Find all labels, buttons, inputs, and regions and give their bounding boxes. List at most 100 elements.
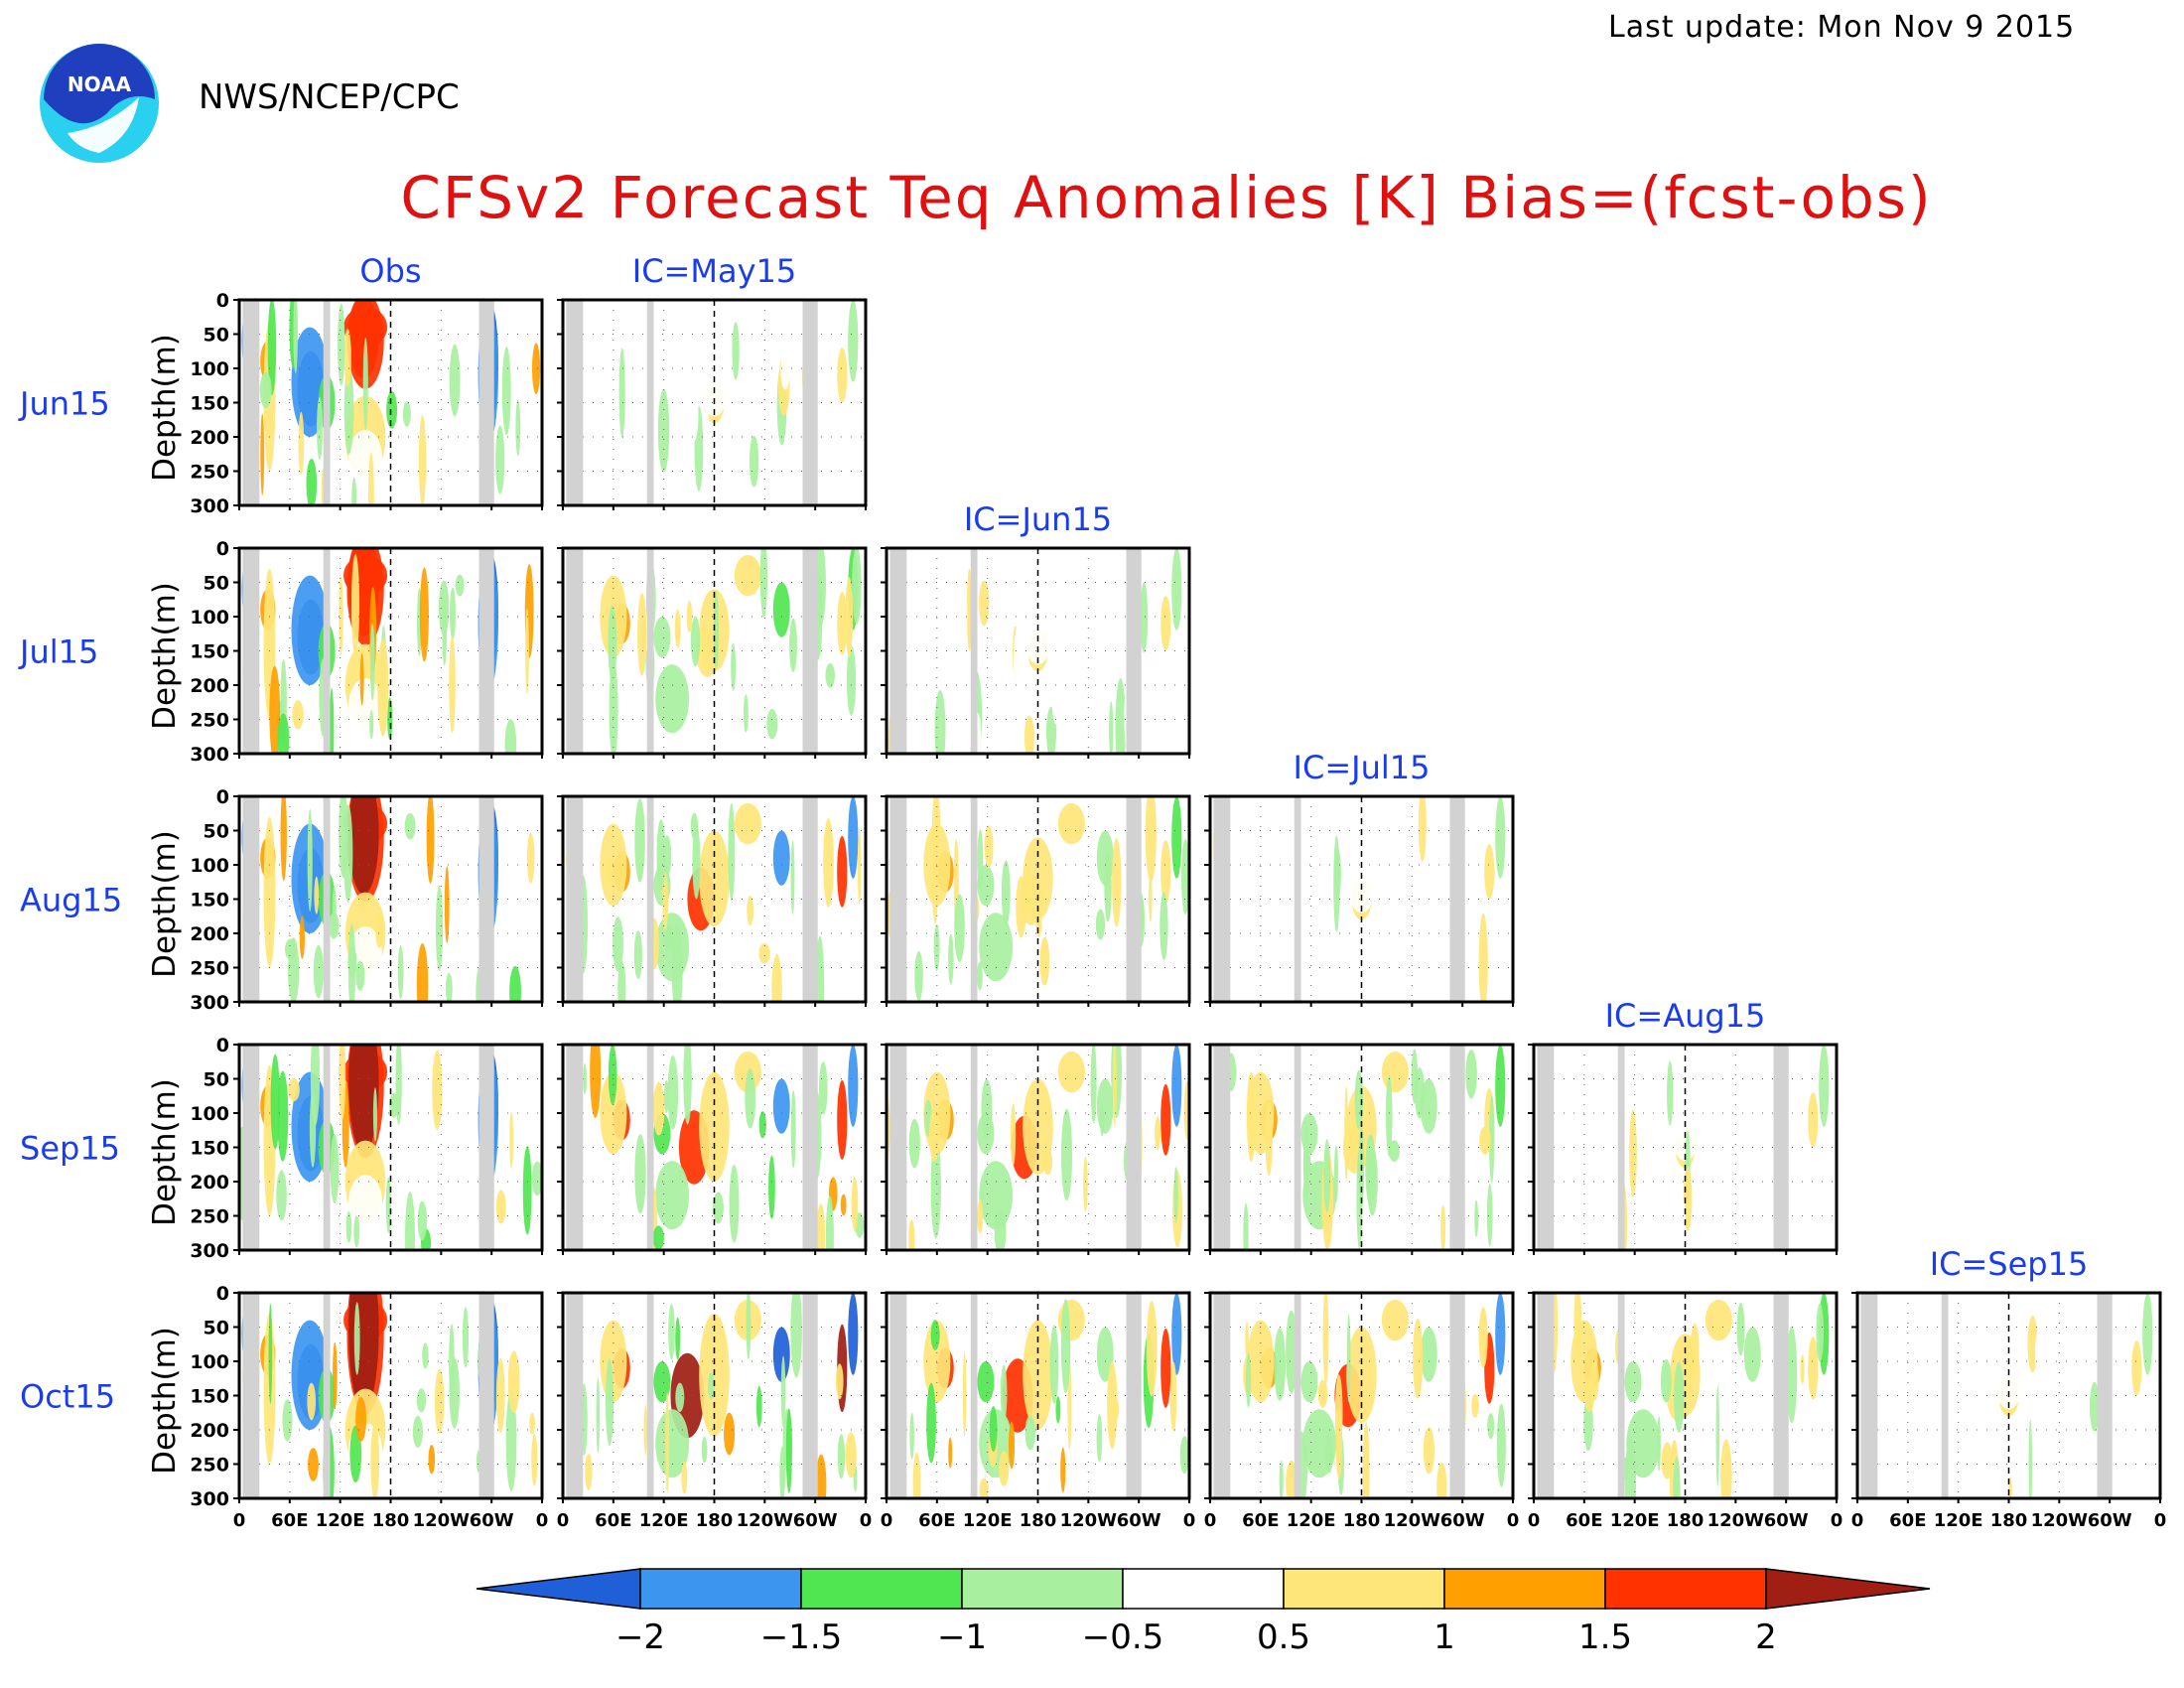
x-tick-label: 60E bbox=[1889, 1510, 1926, 1531]
y-tick-label: 250 bbox=[190, 710, 229, 732]
svg-text:NOAA: NOAA bbox=[68, 72, 132, 96]
colorbar-tick-label: 1.5 bbox=[1578, 1618, 1632, 1657]
agency-label: NWS/NCEP/CPC bbox=[199, 77, 460, 117]
y-tick-label: 200 bbox=[190, 675, 229, 697]
y-tick-label: 50 bbox=[204, 821, 229, 843]
x-tick-label: 0 bbox=[881, 1510, 893, 1531]
column-label: IC=Sep15 bbox=[1930, 1245, 2089, 1283]
colorbar-swatch bbox=[1443, 1568, 1606, 1610]
panel-r3-c0 bbox=[233, 1043, 544, 1255]
x-tick-label: 0 bbox=[860, 1510, 873, 1531]
y-tick-label: 250 bbox=[190, 958, 229, 980]
colorbar-tick-label: 1 bbox=[1433, 1618, 1455, 1657]
y-axis-label: Depth(m) bbox=[147, 582, 183, 730]
x-tick-label: 180 bbox=[696, 1510, 734, 1531]
x-tick-label: 120W bbox=[737, 1510, 794, 1531]
y-tick-label: 100 bbox=[190, 358, 229, 380]
y-axis-label: Depth(m) bbox=[147, 334, 183, 482]
x-tick-label: 120W bbox=[1060, 1510, 1118, 1531]
y-tick-label: 0 bbox=[216, 290, 229, 312]
panel-r1-c0 bbox=[233, 546, 544, 759]
x-tick-label: 120W bbox=[1707, 1510, 1765, 1531]
y-axis-label: Depth(m) bbox=[147, 830, 183, 978]
colorbar-tick-label: −1.5 bbox=[760, 1618, 843, 1657]
panel-r4-c0 bbox=[233, 1291, 544, 1503]
y-tick-label: 100 bbox=[190, 607, 229, 629]
panel-r2-c3 bbox=[1204, 794, 1515, 1007]
x-tick-label: 60E bbox=[918, 1510, 955, 1531]
x-tick-label: 60W bbox=[793, 1510, 838, 1531]
panel-r3-c3 bbox=[1204, 1043, 1515, 1255]
row-label: Sep15 bbox=[20, 1130, 120, 1168]
colorbar-tick-label: −2 bbox=[615, 1618, 665, 1657]
y-tick-label: 300 bbox=[190, 744, 229, 766]
x-tick-label: 120E bbox=[1934, 1510, 1983, 1531]
y-axis-label: Depth(m) bbox=[147, 1078, 183, 1226]
colorbar-tick-label: 2 bbox=[1755, 1618, 1777, 1657]
y-tick-label: 250 bbox=[190, 1455, 229, 1477]
panel-r4-c4 bbox=[1528, 1291, 1839, 1503]
x-tick-label: 120E bbox=[1287, 1510, 1336, 1531]
panel-r3-c1 bbox=[557, 1043, 868, 1255]
x-tick-label: 60E bbox=[271, 1510, 308, 1531]
row-label: Jul15 bbox=[18, 633, 98, 671]
x-tick-label: 0 bbox=[2154, 1510, 2167, 1531]
panel-r2-c2 bbox=[881, 794, 1191, 1007]
colorbar-swatch bbox=[476, 1568, 641, 1610]
x-tick-label: 120W bbox=[2031, 1510, 2089, 1531]
y-tick-label: 0 bbox=[216, 538, 229, 560]
panel-r4-c1 bbox=[557, 1291, 868, 1503]
x-tick-label: 120E bbox=[316, 1510, 365, 1531]
y-tick-label: 50 bbox=[204, 573, 229, 595]
y-tick-label: 0 bbox=[216, 1283, 229, 1305]
column-label: IC=Aug15 bbox=[1605, 997, 1766, 1035]
colorbar-tick-label: 0.5 bbox=[1257, 1618, 1310, 1657]
x-tick-label: 0 bbox=[1507, 1510, 1520, 1531]
row-label: Oct15 bbox=[20, 1378, 115, 1416]
panel-r2-c0 bbox=[233, 794, 544, 1007]
colorbar-swatch bbox=[1283, 1568, 1445, 1610]
y-tick-label: 100 bbox=[190, 855, 229, 877]
noaa-logo: NOAA bbox=[40, 44, 159, 163]
y-tick-label: 300 bbox=[190, 1240, 229, 1262]
panel-r1-c2 bbox=[881, 546, 1191, 759]
x-tick-label: 0 bbox=[1204, 1510, 1217, 1531]
y-tick-label: 150 bbox=[190, 1386, 229, 1408]
x-tick-label: 60W bbox=[1117, 1510, 1161, 1531]
y-tick-label: 200 bbox=[190, 427, 229, 449]
y-tick-label: 100 bbox=[190, 1351, 229, 1373]
panel-r3-c4 bbox=[1528, 1043, 1839, 1255]
y-tick-label: 150 bbox=[190, 393, 229, 415]
x-tick-label: 120E bbox=[639, 1510, 689, 1531]
colorbar-tick-label: −0.5 bbox=[1082, 1618, 1164, 1657]
colorbar-tick-label: −1 bbox=[937, 1618, 987, 1657]
x-tick-label: 180 bbox=[1990, 1510, 2028, 1531]
x-tick-label: 180 bbox=[1667, 1510, 1705, 1531]
x-tick-label: 0 bbox=[1528, 1510, 1541, 1531]
row-label: Aug15 bbox=[20, 882, 122, 919]
column-label: IC=Jul15 bbox=[1294, 749, 1431, 786]
panel-r2-c1 bbox=[557, 794, 868, 1007]
y-tick-label: 50 bbox=[204, 325, 229, 347]
x-tick-label: 0 bbox=[536, 1510, 549, 1531]
x-tick-label: 60E bbox=[595, 1510, 631, 1531]
panel-r1-c1 bbox=[557, 546, 868, 759]
y-tick-label: 200 bbox=[190, 1172, 229, 1194]
colorbar-swatch bbox=[1765, 1568, 1931, 1610]
x-tick-label: 120W bbox=[413, 1510, 471, 1531]
column-label: IC=May15 bbox=[632, 252, 796, 290]
y-tick-label: 300 bbox=[190, 1488, 229, 1510]
y-tick-label: 200 bbox=[190, 1420, 229, 1442]
x-tick-label: 0 bbox=[1183, 1510, 1196, 1531]
row-label: Jun15 bbox=[18, 385, 110, 423]
x-tick-label: 180 bbox=[372, 1510, 410, 1531]
last-update-text: Last update: Mon Nov 9 2015 bbox=[1608, 10, 2076, 45]
x-tick-label: 60E bbox=[1242, 1510, 1279, 1531]
y-tick-label: 150 bbox=[190, 641, 229, 663]
y-axis-label: Depth(m) bbox=[147, 1327, 183, 1475]
y-tick-label: 100 bbox=[190, 1103, 229, 1125]
y-tick-label: 150 bbox=[190, 1138, 229, 1160]
y-tick-label: 50 bbox=[204, 1318, 229, 1339]
x-tick-label: 180 bbox=[1343, 1510, 1381, 1531]
